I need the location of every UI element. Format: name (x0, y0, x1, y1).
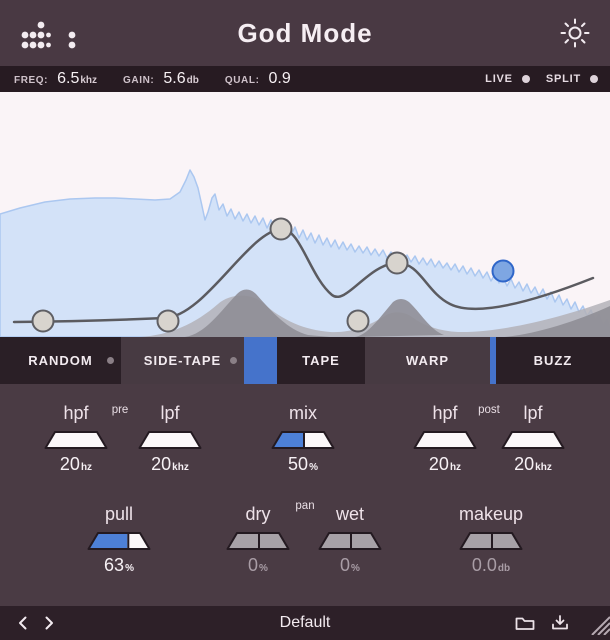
lpf-post-label: lpf (523, 403, 543, 423)
tab-side-tape[interactable]: SIDE-TAPE (121, 337, 244, 384)
makeup-value: 0.0db (471, 555, 511, 575)
eq-node-3[interactable] (269, 217, 293, 241)
tab-tape-label: TAPE (302, 353, 340, 368)
mix-control: mix 50% (255, 402, 351, 478)
pan-section-label: pan (295, 500, 315, 512)
pull-label: pull (104, 504, 134, 524)
preset-bar: Default (0, 606, 610, 640)
freq-readout: FREQ: 6.5 khz (14, 70, 97, 88)
lpf-pre-value: 20khz (151, 454, 189, 474)
hpf-pre-slider[interactable] (44, 431, 108, 449)
live-toggle-dot (521, 75, 530, 83)
makeup-slider[interactable] (459, 532, 523, 550)
pull-control: pull 63% (71, 503, 167, 579)
resize-grip[interactable] (588, 613, 610, 640)
live-toggle-label: LIVE (485, 73, 513, 85)
lpf-post-slider[interactable] (501, 431, 565, 449)
eq-spectrum-display (0, 92, 610, 338)
gain-label: GAIN: (123, 75, 155, 86)
side-tape-active-indicator (244, 337, 277, 384)
hpf-post-control: hpf 20hz (397, 402, 493, 478)
qual-readout: QUAL: 0.9 (225, 70, 292, 88)
eq-node-2[interactable] (156, 309, 180, 333)
qual-label: QUAL: (224, 75, 260, 86)
lpf-pre-control: lpf 20khz (122, 402, 218, 478)
hpf-post-label: hpf (432, 403, 458, 423)
dry-slider[interactable] (226, 532, 290, 550)
dry-value: 0% (248, 555, 268, 575)
pull-value: 63% (104, 555, 134, 575)
pull-slider[interactable] (87, 532, 151, 550)
denise-logo-icon (20, 20, 78, 55)
freq-label: FREQ: (14, 75, 49, 86)
hpf-post-value: 20hz (428, 454, 462, 474)
tab-warp-label: WARP (406, 353, 449, 368)
mix-value: 50% (288, 454, 318, 474)
pre-section-label: pre (111, 404, 129, 416)
qual-value: 0.9 (268, 70, 291, 87)
eq-node-selected[interactable] (491, 259, 515, 283)
live-toggle[interactable]: LIVE (485, 73, 530, 85)
tab-side-tape-dot (230, 357, 237, 364)
freq-value: 6.5 (57, 70, 80, 87)
lpf-post-value: 20khz (514, 454, 552, 474)
tab-random-label: RANDOM (28, 353, 93, 368)
plugin-title: God Mode (237, 17, 373, 48)
hpf-pre-value: 20hz (59, 454, 93, 474)
split-toggle-label: SPLIT (545, 73, 581, 85)
mix-slider[interactable] (271, 431, 335, 449)
mix-label: mix (289, 403, 317, 423)
hpf-pre-label: hpf (63, 403, 89, 423)
lpf-post-control: lpf 20khz (485, 402, 581, 478)
tab-buzz-label: BUZZ (533, 353, 573, 368)
hpf-post-slider[interactable] (413, 431, 477, 449)
lpf-pre-label: lpf (160, 403, 180, 423)
eq-node-5[interactable] (346, 309, 370, 333)
hpf-pre-control: hpf 20hz (28, 402, 124, 478)
gain-readout: GAIN: 5.6 db (123, 70, 199, 88)
wet-label: wet (335, 504, 364, 524)
preset-save-icon[interactable] (550, 614, 570, 632)
post-section-label: post (478, 404, 500, 416)
eq-node-4[interactable] (385, 251, 409, 275)
tab-random-dot (107, 357, 114, 364)
freq-unit: khz (80, 75, 98, 86)
lpf-pre-slider[interactable] (138, 431, 202, 449)
tab-random[interactable]: RANDOM (0, 337, 121, 384)
warp-active-indicator (490, 337, 496, 384)
preset-next-icon[interactable] (36, 610, 62, 636)
wet-value: 0% (340, 555, 360, 575)
split-toggle[interactable]: SPLIT (546, 73, 598, 85)
makeup-control: makeup 0.0db (443, 503, 539, 579)
gain-unit: db (186, 75, 199, 86)
brightness-theme-icon[interactable] (558, 16, 592, 55)
reduction-spectrum-dark (185, 289, 610, 337)
tab-tape[interactable]: TAPE (277, 337, 365, 384)
header-bar: God Mode (0, 0, 610, 66)
tab-side-tape-label: SIDE-TAPE (143, 353, 222, 368)
makeup-label: makeup (458, 504, 524, 524)
gain-value: 5.6 (163, 70, 186, 87)
split-toggle-dot (590, 75, 598, 83)
mode-tab-bar: RANDOM SIDE-TAPE TAPE WARP BUZZ (0, 337, 610, 384)
wet-slider[interactable] (318, 532, 382, 550)
controls-panel: pre post pan hpf 20hz lpf 20khz mix (0, 384, 610, 606)
dry-control: dry 0% (210, 503, 306, 579)
preset-prev-icon[interactable] (10, 610, 36, 636)
dry-label: dry (245, 504, 271, 524)
wet-control: wet 0% (302, 503, 398, 579)
readout-bar: FREQ: 6.5 khz GAIN: 5.6 db QUAL: 0.9 LIV… (0, 66, 610, 92)
tab-buzz[interactable]: BUZZ (496, 337, 610, 384)
eq-node-1[interactable] (31, 309, 55, 333)
preset-name[interactable]: Default (279, 614, 331, 631)
preset-folder-icon[interactable] (514, 614, 536, 632)
tab-warp[interactable]: WARP (365, 337, 490, 384)
